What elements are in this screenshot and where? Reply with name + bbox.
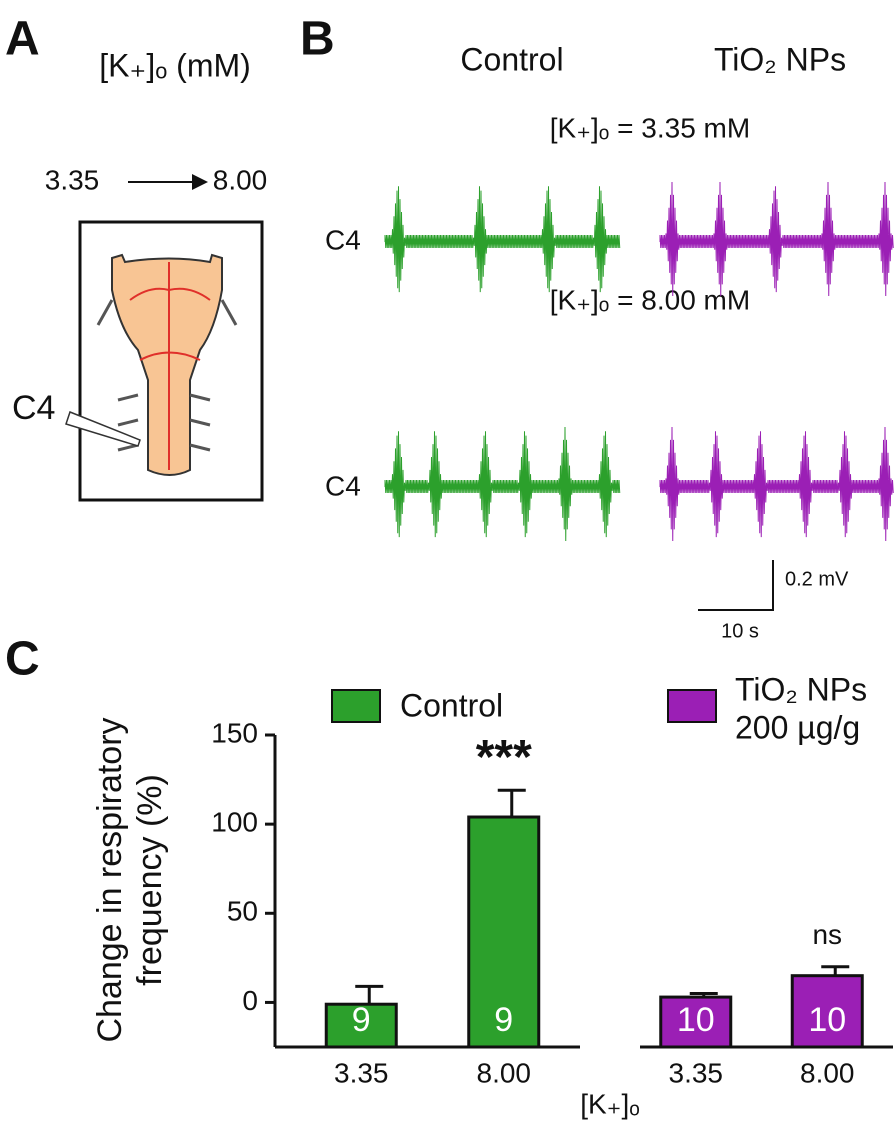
column-label: Control bbox=[460, 41, 563, 77]
error-bar bbox=[355, 984, 384, 1005]
to-label: 8.00 bbox=[213, 164, 268, 195]
layout: A [K₊]ₒ (mM) 3.35 8.00 C4 B Control TiO₂… bbox=[5, 13, 849, 686]
y-axis-label: frequency (%) bbox=[131, 774, 169, 986]
bar bbox=[324, 1002, 398, 1049]
x-axis-label: [K₊]ₒ bbox=[580, 1088, 640, 1119]
prep-box bbox=[78, 220, 264, 502]
column-label: TiO₂ NPs bbox=[714, 41, 846, 77]
scale-label: 0.2 mV bbox=[785, 568, 849, 590]
panel-title: [K₊]ₒ (mM) bbox=[99, 47, 251, 83]
n-label: 10 bbox=[808, 1001, 846, 1039]
y-tick-label: 0 bbox=[242, 985, 258, 1016]
error-bar bbox=[497, 788, 526, 818]
row-label: C4 bbox=[325, 224, 361, 255]
x-tick-label: 3.35 bbox=[669, 1057, 724, 1088]
trace bbox=[384, 186, 621, 293]
x-tick-label: 8.00 bbox=[800, 1057, 855, 1088]
condition-label: [K₊]ₒ = 3.35 mM bbox=[550, 112, 750, 143]
bar bbox=[659, 995, 733, 1049]
y-tick-label: 150 bbox=[211, 717, 258, 748]
n-label: 10 bbox=[677, 1001, 715, 1039]
x-tick-label: 3.35 bbox=[334, 1057, 389, 1088]
condition-label: [K₊]ₒ = 8.00 mM bbox=[550, 284, 750, 315]
significance: *** bbox=[476, 731, 532, 784]
panel-label: A bbox=[5, 13, 40, 66]
n-label: 9 bbox=[494, 1001, 513, 1039]
y-tick-label: 100 bbox=[211, 807, 258, 838]
vessels bbox=[129, 262, 211, 470]
x-tick-label: 8.00 bbox=[477, 1057, 532, 1088]
scale-label: 10 s bbox=[721, 620, 759, 642]
trace bbox=[659, 426, 894, 542]
bar bbox=[790, 974, 864, 1049]
y-tick-label: 50 bbox=[227, 896, 258, 927]
panel-label: C bbox=[5, 633, 40, 686]
electrode bbox=[65, 411, 141, 447]
row-label: C4 bbox=[325, 470, 361, 501]
panel-label: B bbox=[300, 13, 335, 66]
legend-swatch bbox=[331, 689, 381, 723]
y-axis-label: Change in respiratory bbox=[91, 717, 129, 1042]
legend-label: TiO₂ NPs bbox=[735, 671, 867, 707]
from-label: 3.35 bbox=[45, 164, 100, 195]
n-label: 9 bbox=[352, 1001, 371, 1039]
bar bbox=[467, 815, 541, 1049]
nerve-label: C4 bbox=[12, 389, 55, 427]
scale-bar bbox=[698, 560, 774, 611]
brainstem bbox=[111, 253, 223, 476]
significance: ns bbox=[812, 919, 842, 950]
legend-label: 200 µg/g bbox=[735, 709, 860, 745]
legend-label: Control bbox=[400, 687, 503, 723]
trace bbox=[384, 426, 621, 542]
legend-swatch bbox=[667, 689, 717, 723]
arrow-head bbox=[192, 174, 208, 190]
trace bbox=[659, 181, 894, 297]
roots bbox=[96, 299, 238, 452]
